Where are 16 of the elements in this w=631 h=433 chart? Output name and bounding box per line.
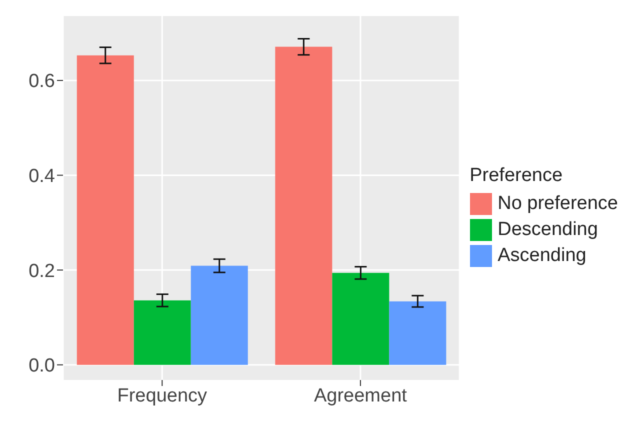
bar [389, 301, 446, 365]
y-tick-label: 0.4 [28, 166, 56, 187]
y-tick-label: 0.6 [28, 71, 55, 92]
bar [76, 55, 134, 365]
legend-title: Preference [470, 164, 564, 186]
x-tick-label: Agreement [314, 385, 408, 406]
bar [275, 46, 332, 365]
legend-label: Descending [498, 218, 598, 240]
x-tick-label: Frequency [117, 385, 208, 406]
bar [190, 266, 248, 365]
bar [134, 300, 191, 365]
legend-label: Ascending [498, 244, 586, 266]
legend-label: No preference [498, 192, 618, 214]
bar [332, 272, 390, 365]
y-tick-label: 0.2 [28, 260, 55, 282]
y-tick-label: 0.0 [28, 356, 55, 377]
